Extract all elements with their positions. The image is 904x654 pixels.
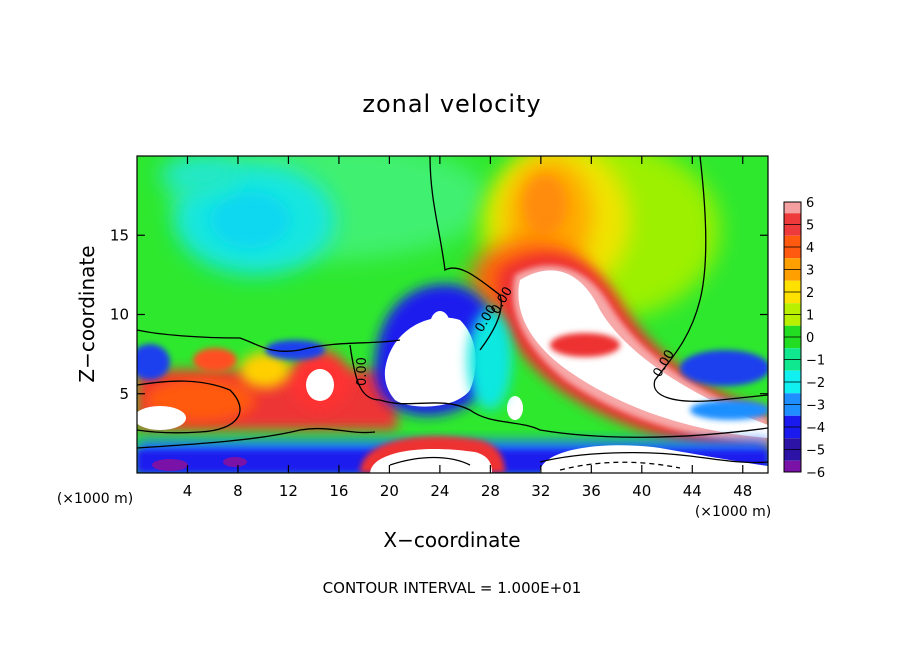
x-tick-label: 12 xyxy=(279,482,298,500)
field-region xyxy=(240,352,290,388)
colorbar-swatch xyxy=(784,460,801,472)
x-unit-label-left: (×1000 m) xyxy=(57,491,133,507)
negative-contour xyxy=(559,461,681,471)
zero-contour xyxy=(429,156,502,351)
colorbar-tick-label: 0 xyxy=(806,331,814,346)
velocity-field xyxy=(137,156,768,473)
y-axis-ticks: 5 10 15 xyxy=(110,226,768,403)
x-tick-label: 4 xyxy=(183,482,193,500)
field-region xyxy=(223,457,247,467)
x-tick-label: 44 xyxy=(683,482,702,500)
x-tick-label: 40 xyxy=(632,482,651,500)
contour-interval-footer: CONTOUR INTERVAL = 1.000E+01 xyxy=(323,579,582,597)
x-tick-label: 20 xyxy=(380,482,399,500)
x-tick-label: 28 xyxy=(481,482,500,500)
colorbar-swatch xyxy=(784,202,801,214)
x-unit-label-right: (×1000 m) xyxy=(695,504,771,520)
field-region xyxy=(540,445,768,473)
y-tick-label: 15 xyxy=(110,226,129,244)
colorbar-tick-label: 6 xyxy=(806,196,814,211)
field-region xyxy=(384,317,476,407)
colorbar-tick-label: −6 xyxy=(806,466,825,481)
positive-contour xyxy=(389,456,471,466)
field-region xyxy=(137,344,170,380)
y-tick-label: 10 xyxy=(110,306,129,324)
field-region xyxy=(152,459,188,471)
colorbar-tick-label: 5 xyxy=(806,219,814,234)
contour-label: 0.00 xyxy=(355,357,370,386)
colorbar-tick-label: 1 xyxy=(806,309,814,324)
y-axis-label: Z−coordinate xyxy=(75,245,99,382)
x-tick-label: 16 xyxy=(329,482,348,500)
zero-contour xyxy=(137,329,401,352)
field-region xyxy=(507,396,523,420)
zero-contour xyxy=(137,380,241,434)
field-region xyxy=(523,175,567,235)
x-tick-label: 36 xyxy=(582,482,601,500)
colorbar-tick-label: −5 xyxy=(806,444,825,459)
zero-contour xyxy=(137,427,376,449)
field-region xyxy=(690,400,768,420)
x-axis-ticks: 4 8 12 16 20 24 28 32 36 40 44 48 xyxy=(183,156,752,500)
x-tick-label: 8 xyxy=(233,482,243,500)
field-region xyxy=(306,369,334,401)
colorbar-tick-label: 3 xyxy=(806,264,814,279)
zero-contour xyxy=(653,156,768,402)
colorbar-tick-label: 2 xyxy=(806,286,814,301)
field-region xyxy=(193,348,237,372)
colorbar-tick-label: −4 xyxy=(806,421,825,436)
field-region xyxy=(550,333,620,357)
field-region xyxy=(137,406,186,430)
field-region xyxy=(160,156,240,195)
colorbar-tick-label: 4 xyxy=(806,241,814,256)
field-region xyxy=(680,350,768,386)
colorbar-tick-label: −2 xyxy=(806,376,825,391)
field-region xyxy=(430,311,450,339)
contour-lines xyxy=(137,156,768,471)
field-region xyxy=(210,192,290,248)
field-region xyxy=(468,310,512,410)
chart-title: zonal velocity xyxy=(362,90,541,118)
x-tick-label: 48 xyxy=(733,482,752,500)
colorbar: 6 5 4 3 2 1 0 −1 −2 −3 −4 −5 −6 xyxy=(783,196,825,481)
colorbar-tick-label: −1 xyxy=(806,354,825,369)
field-region xyxy=(265,340,325,360)
zero-contour xyxy=(539,451,768,464)
x-axis-label: X−coordinate xyxy=(383,528,520,552)
zero-contour xyxy=(349,344,768,438)
x-tick-label: 32 xyxy=(531,482,550,500)
colorbar-tick-label: −3 xyxy=(806,399,825,414)
y-tick-label: 5 xyxy=(119,385,129,403)
field-region xyxy=(370,448,492,473)
field-region xyxy=(518,270,768,438)
x-tick-label: 24 xyxy=(430,482,449,500)
